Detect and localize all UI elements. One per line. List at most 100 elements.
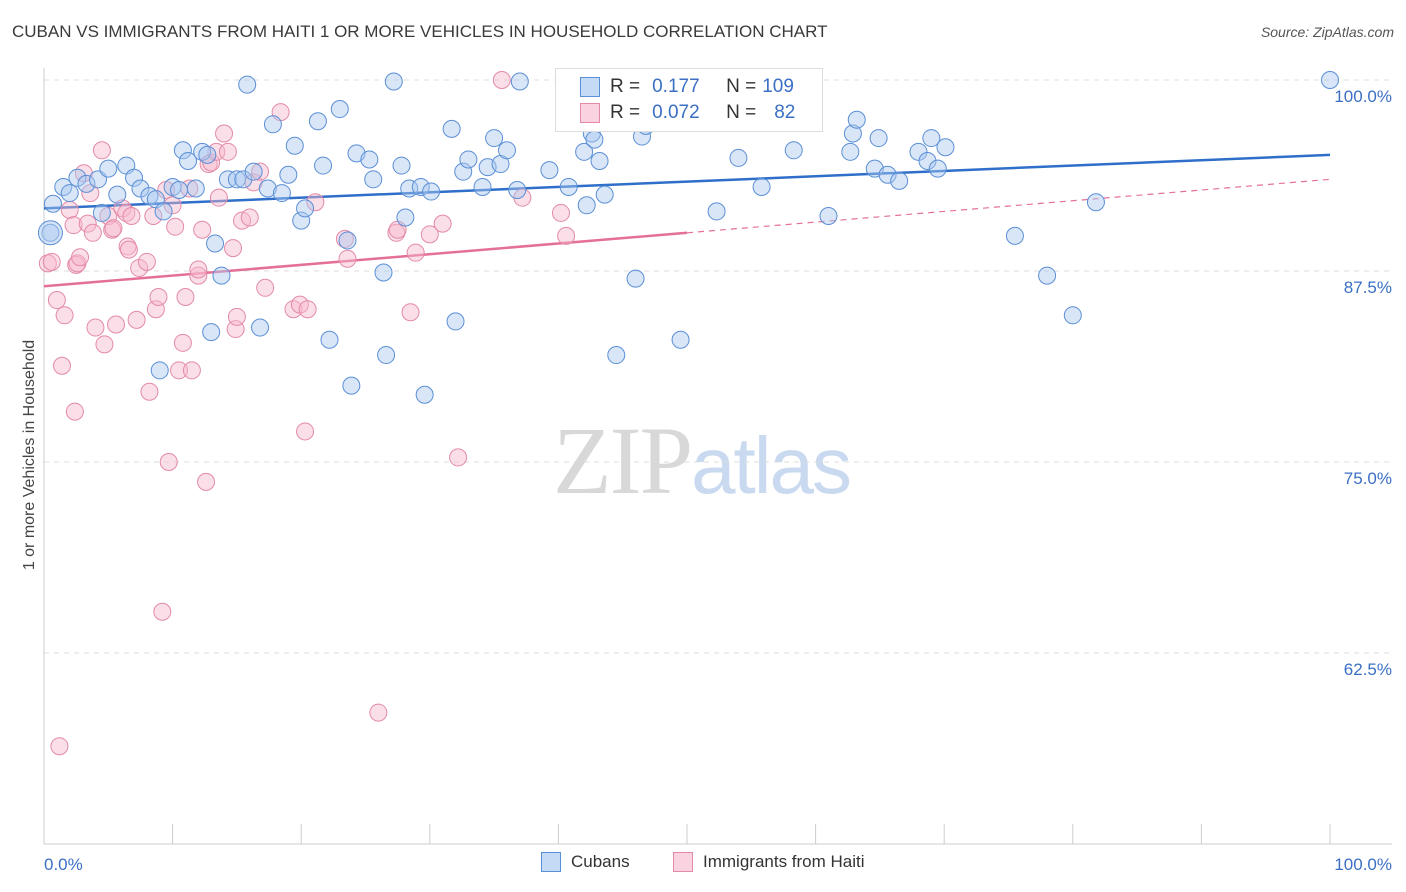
point-haiti-26	[119, 240, 138, 259]
point-cubans-75	[590, 151, 609, 170]
point-cubans-57	[422, 182, 441, 201]
point-cubans-84	[729, 148, 748, 167]
legend-marker-cubans	[541, 852, 561, 872]
point-haiti-42	[176, 287, 195, 306]
tick-labels: 62.5% 75.0% 87.5% 100.0% 0.0% 100.0%	[44, 87, 1392, 874]
point-haiti-1	[42, 252, 61, 271]
point-cubans-54	[400, 179, 419, 198]
trend-line-haiti-extension	[686, 178, 1331, 234]
point-cubans-106	[1321, 71, 1339, 89]
point-cubans-38	[292, 211, 311, 230]
point-haiti-22	[107, 315, 126, 334]
point-cubans-88	[784, 141, 803, 160]
point-cubans-52	[392, 156, 411, 175]
point-haiti-59	[240, 208, 259, 227]
point-cubans-81	[671, 330, 690, 349]
point-cubans-72	[577, 196, 596, 215]
point-cubans-43	[330, 100, 349, 119]
point-cubans-69	[540, 161, 559, 180]
point-haiti-72	[387, 223, 406, 242]
point-haiti-82	[557, 226, 576, 245]
watermark-zip: ZIP	[553, 407, 693, 514]
legend-swatch-haiti	[580, 103, 600, 123]
legend-marker-haiti	[673, 852, 693, 872]
legend-label-cubans: Cubans	[571, 852, 630, 871]
legend-row-haiti: R = 0.072 N = 82	[580, 101, 795, 125]
point-cubans-99	[922, 129, 941, 148]
point-haiti-7	[64, 216, 83, 235]
point-cubans-9	[108, 185, 127, 204]
n-value-haiti: 82	[774, 102, 796, 123]
r-value-haiti: 0.072	[652, 102, 700, 123]
point-cubans-68	[510, 72, 529, 91]
point-cubans-22	[193, 142, 212, 161]
watermark: ZIPatlas	[553, 405, 852, 516]
point-cubans-105	[1086, 193, 1105, 212]
n-value-cubans: 109	[762, 76, 794, 97]
point-haiti-25	[118, 237, 137, 256]
point-haiti-66	[296, 422, 315, 441]
point-haiti-39	[166, 217, 185, 236]
point-cubans-29	[234, 170, 253, 189]
point-haiti-48	[197, 472, 216, 491]
point-cubans-21	[186, 179, 205, 198]
point-cubans-100	[928, 159, 947, 178]
point-cubans-103	[1038, 266, 1057, 285]
point-haiti-78	[449, 448, 468, 467]
series-legend: Cubans Immigrants from Haiti	[0, 852, 1406, 878]
legend-swatch-cubans	[580, 77, 600, 97]
point-haiti-77	[433, 214, 452, 233]
legend-label-haiti: Immigrants from Haiti	[703, 852, 865, 871]
point-cubans-30	[238, 75, 257, 94]
r-label-haiti: R =	[610, 102, 641, 123]
point-haiti-3	[50, 737, 69, 756]
point-cubans-1	[44, 194, 63, 213]
point-cubans-28	[227, 170, 246, 189]
point-cubans-34	[263, 115, 282, 134]
point-haiti-4	[53, 356, 72, 375]
point-haiti-46	[189, 260, 208, 279]
legend-item-haiti[interactable]: Immigrants from Haiti	[673, 852, 865, 872]
r-value-cubans: 0.177	[652, 76, 700, 97]
point-haiti-5	[55, 306, 74, 325]
point-haiti-38	[163, 196, 182, 215]
point-haiti-40	[170, 361, 189, 380]
point-cubans-41	[314, 156, 333, 175]
point-haiti-30	[137, 252, 156, 271]
point-haiti-6	[60, 200, 79, 219]
point-cubans-56	[415, 385, 434, 404]
point-cubans-18	[170, 181, 189, 200]
point-cubans-11	[125, 168, 144, 187]
point-cubans-31	[244, 162, 263, 181]
point-haiti-76	[420, 225, 439, 244]
legend-item-cubans[interactable]: Cubans	[541, 852, 630, 872]
point-cubans-19	[173, 141, 192, 160]
point-cubans-15	[150, 361, 169, 380]
point-cubans-58	[442, 119, 461, 138]
point-cubans-94	[869, 129, 888, 148]
point-cubans-78	[626, 269, 645, 288]
trend-lines	[43, 153, 1331, 288]
point-cubans-48	[364, 170, 383, 189]
point-haiti-41	[173, 333, 192, 352]
point-haiti-37	[159, 453, 178, 471]
point-cubans-37	[285, 136, 304, 155]
point-cubans-51	[384, 72, 403, 91]
point-haiti-71	[369, 703, 388, 722]
points-cubans	[37, 71, 1339, 404]
point-haiti-47	[193, 220, 212, 239]
point-cubans-70	[559, 177, 578, 196]
legend-row-cubans: R = 0.177 N = 109	[580, 75, 794, 99]
point-cubans-74	[585, 130, 604, 149]
point-haiti-31	[140, 382, 159, 401]
point-haiti-79	[492, 71, 511, 89]
point-cubans-97	[909, 142, 928, 161]
y-tick-label-2: 87.5%	[1344, 278, 1392, 297]
point-cubans-42	[320, 330, 339, 349]
point-cubans-26	[212, 266, 231, 285]
point-cubans-49	[374, 263, 393, 282]
grid-lines	[44, 79, 1392, 654]
point-cubans-55	[411, 177, 430, 196]
point-cubans-4	[68, 168, 87, 187]
point-haiti-54	[218, 142, 237, 161]
